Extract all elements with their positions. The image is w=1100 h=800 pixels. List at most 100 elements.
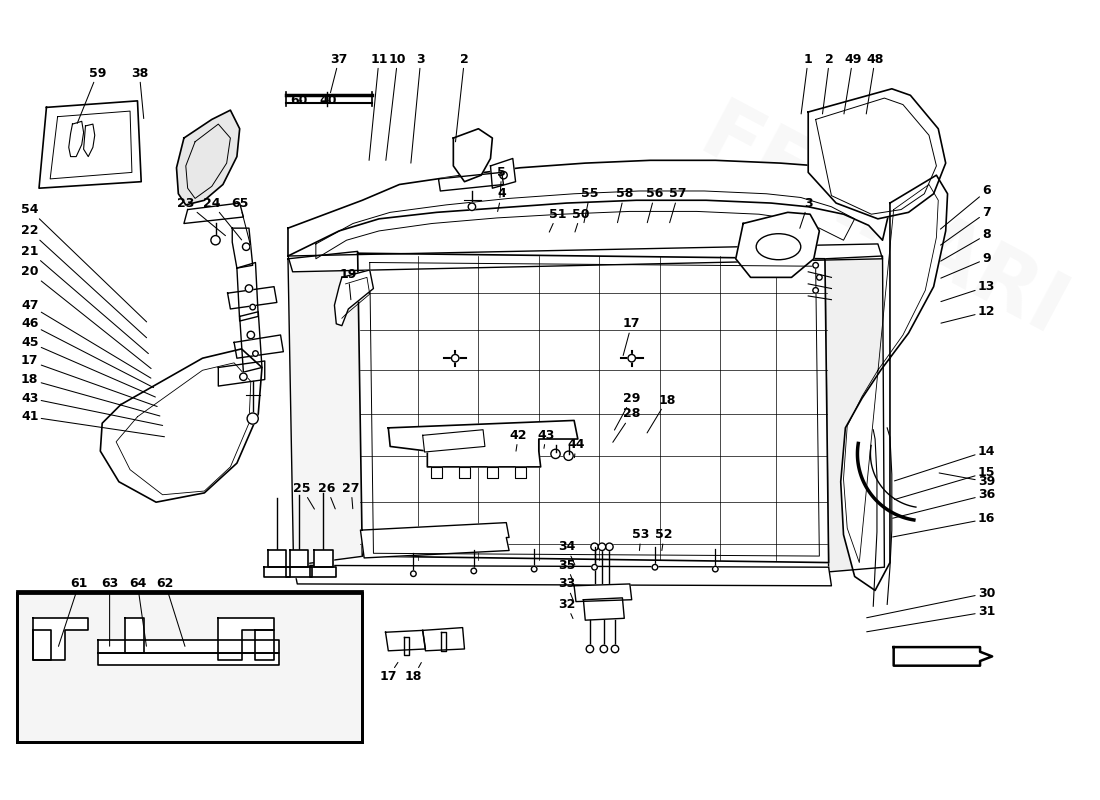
- Text: 38: 38: [131, 66, 149, 118]
- Polygon shape: [184, 203, 243, 223]
- Polygon shape: [334, 270, 373, 326]
- Text: 2: 2: [823, 53, 834, 114]
- Polygon shape: [218, 361, 265, 386]
- Polygon shape: [288, 244, 882, 272]
- Text: 56: 56: [646, 187, 663, 222]
- Polygon shape: [825, 256, 884, 572]
- Text: 50: 50: [572, 208, 590, 232]
- Circle shape: [531, 566, 537, 572]
- Text: 17: 17: [623, 318, 640, 355]
- Text: 65: 65: [231, 197, 250, 244]
- Circle shape: [591, 543, 598, 550]
- Circle shape: [471, 568, 476, 574]
- Text: 21: 21: [21, 245, 148, 354]
- Text: 27: 27: [342, 482, 360, 509]
- Polygon shape: [583, 598, 625, 620]
- Circle shape: [652, 565, 658, 570]
- Text: 49: 49: [844, 53, 861, 114]
- Text: 13: 13: [940, 280, 996, 302]
- Text: a passion
for motors: a passion for motors: [346, 366, 694, 490]
- Text: 48: 48: [866, 53, 883, 114]
- Text: 10: 10: [386, 53, 406, 160]
- Text: 28: 28: [613, 407, 640, 442]
- Text: 5: 5: [497, 166, 506, 198]
- Circle shape: [499, 171, 507, 179]
- Text: 45: 45: [21, 336, 155, 397]
- Polygon shape: [453, 129, 493, 182]
- Polygon shape: [840, 175, 947, 590]
- Polygon shape: [288, 251, 364, 566]
- Polygon shape: [286, 567, 312, 577]
- Polygon shape: [289, 550, 308, 567]
- Text: 33: 33: [558, 578, 575, 600]
- Text: 19: 19: [340, 268, 358, 300]
- Text: 17: 17: [21, 354, 157, 406]
- Text: 1: 1: [801, 53, 813, 114]
- Polygon shape: [574, 584, 631, 602]
- Text: 43: 43: [538, 429, 554, 448]
- Polygon shape: [388, 421, 578, 467]
- Polygon shape: [385, 630, 426, 651]
- Polygon shape: [358, 254, 828, 562]
- Polygon shape: [218, 618, 274, 660]
- Polygon shape: [98, 640, 278, 653]
- Circle shape: [253, 350, 258, 356]
- Text: 18: 18: [21, 373, 160, 416]
- Text: 14: 14: [894, 445, 996, 481]
- Polygon shape: [267, 550, 286, 567]
- Text: 47: 47: [21, 298, 151, 378]
- Circle shape: [242, 243, 250, 250]
- Polygon shape: [39, 101, 141, 188]
- Text: 18: 18: [405, 662, 422, 683]
- Circle shape: [813, 262, 818, 268]
- Text: 42: 42: [509, 429, 527, 451]
- Polygon shape: [264, 567, 289, 577]
- Text: 22: 22: [21, 225, 146, 338]
- Text: 43: 43: [21, 392, 163, 426]
- Circle shape: [592, 565, 597, 570]
- Text: 55: 55: [581, 187, 598, 222]
- Text: 32: 32: [558, 598, 575, 618]
- Circle shape: [240, 373, 248, 381]
- Text: 24: 24: [204, 197, 242, 240]
- Circle shape: [813, 287, 818, 293]
- Text: 46: 46: [21, 318, 154, 387]
- Polygon shape: [100, 349, 262, 502]
- Text: 12: 12: [940, 306, 996, 323]
- Polygon shape: [236, 262, 258, 321]
- Text: FERRARI: FERRARI: [686, 94, 1079, 354]
- Polygon shape: [33, 630, 51, 660]
- Bar: [16, 591, 362, 742]
- Text: 51: 51: [549, 208, 566, 232]
- Text: 36: 36: [893, 488, 996, 518]
- Polygon shape: [808, 89, 946, 219]
- Text: 20: 20: [21, 266, 151, 369]
- Circle shape: [211, 235, 220, 245]
- Polygon shape: [361, 522, 509, 558]
- Text: 54: 54: [21, 203, 146, 322]
- Circle shape: [612, 646, 618, 653]
- Polygon shape: [228, 286, 277, 309]
- Text: 59: 59: [77, 66, 107, 123]
- Circle shape: [410, 571, 416, 577]
- Circle shape: [551, 450, 560, 458]
- Text: 39: 39: [939, 473, 996, 488]
- Polygon shape: [893, 647, 992, 666]
- Text: 61: 61: [58, 578, 88, 646]
- Text: 53: 53: [632, 528, 650, 550]
- Circle shape: [451, 354, 459, 362]
- Circle shape: [598, 543, 606, 550]
- Text: 52: 52: [656, 528, 673, 550]
- Text: 35: 35: [558, 559, 575, 582]
- Text: 3: 3: [800, 197, 813, 228]
- Text: 17: 17: [379, 662, 398, 683]
- Text: 25: 25: [294, 482, 315, 509]
- Polygon shape: [459, 467, 470, 478]
- Circle shape: [586, 646, 594, 653]
- Polygon shape: [98, 653, 278, 665]
- Text: 15: 15: [894, 466, 996, 499]
- Circle shape: [248, 331, 254, 338]
- Polygon shape: [288, 160, 892, 256]
- Text: 58: 58: [616, 187, 632, 222]
- Text: 31: 31: [867, 606, 996, 632]
